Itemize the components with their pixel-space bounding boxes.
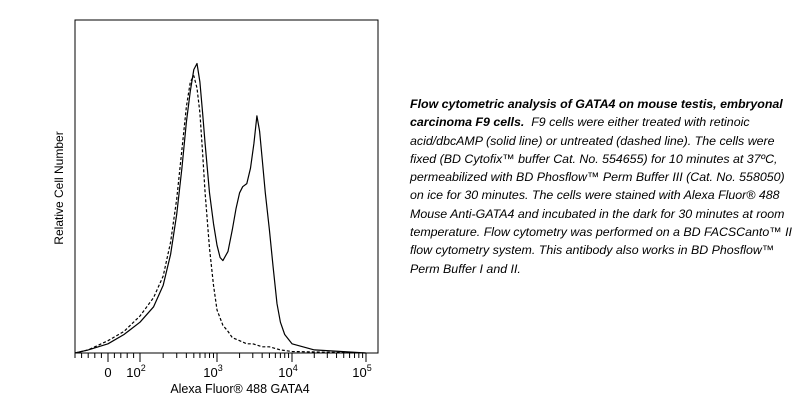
x-tick-labels: 0 102 103 104 105	[104, 363, 371, 380]
figure-panel: 0 102 103 104 105 Alexa Fluor® 488 GATA4 Rel…	[0, 0, 390, 408]
series-layer	[74, 62, 367, 354]
x-tick-label: 105	[352, 363, 371, 380]
caption-body: F9 cells were either treated with retino…	[410, 115, 792, 276]
figure-caption: Flow cytometric analysis of GATA4 on mou…	[410, 95, 794, 278]
histogram-chart: 0 102 103 104 105 Alexa Fluor® 488 GATA4 Rel…	[52, 19, 379, 396]
series-line-solid	[74, 62, 367, 354]
x-tick-label: 103	[203, 363, 222, 380]
caption-title: Flow cytometric analysis of GATA4 on mou…	[410, 97, 783, 130]
x-tick-label: 104	[278, 363, 297, 380]
x-tick-label: 102	[126, 363, 145, 380]
x-axis-label: Alexa Fluor® 488 GATA4	[170, 382, 309, 396]
y-axis-label: Relative Cell Number	[52, 131, 66, 244]
series-line-dashed	[74, 75, 367, 354]
plot-frame	[74, 19, 379, 354]
x-major-ticks	[107, 353, 367, 362]
x-minor-ticks	[74, 353, 364, 358]
x-tick-label: 0	[104, 365, 111, 380]
